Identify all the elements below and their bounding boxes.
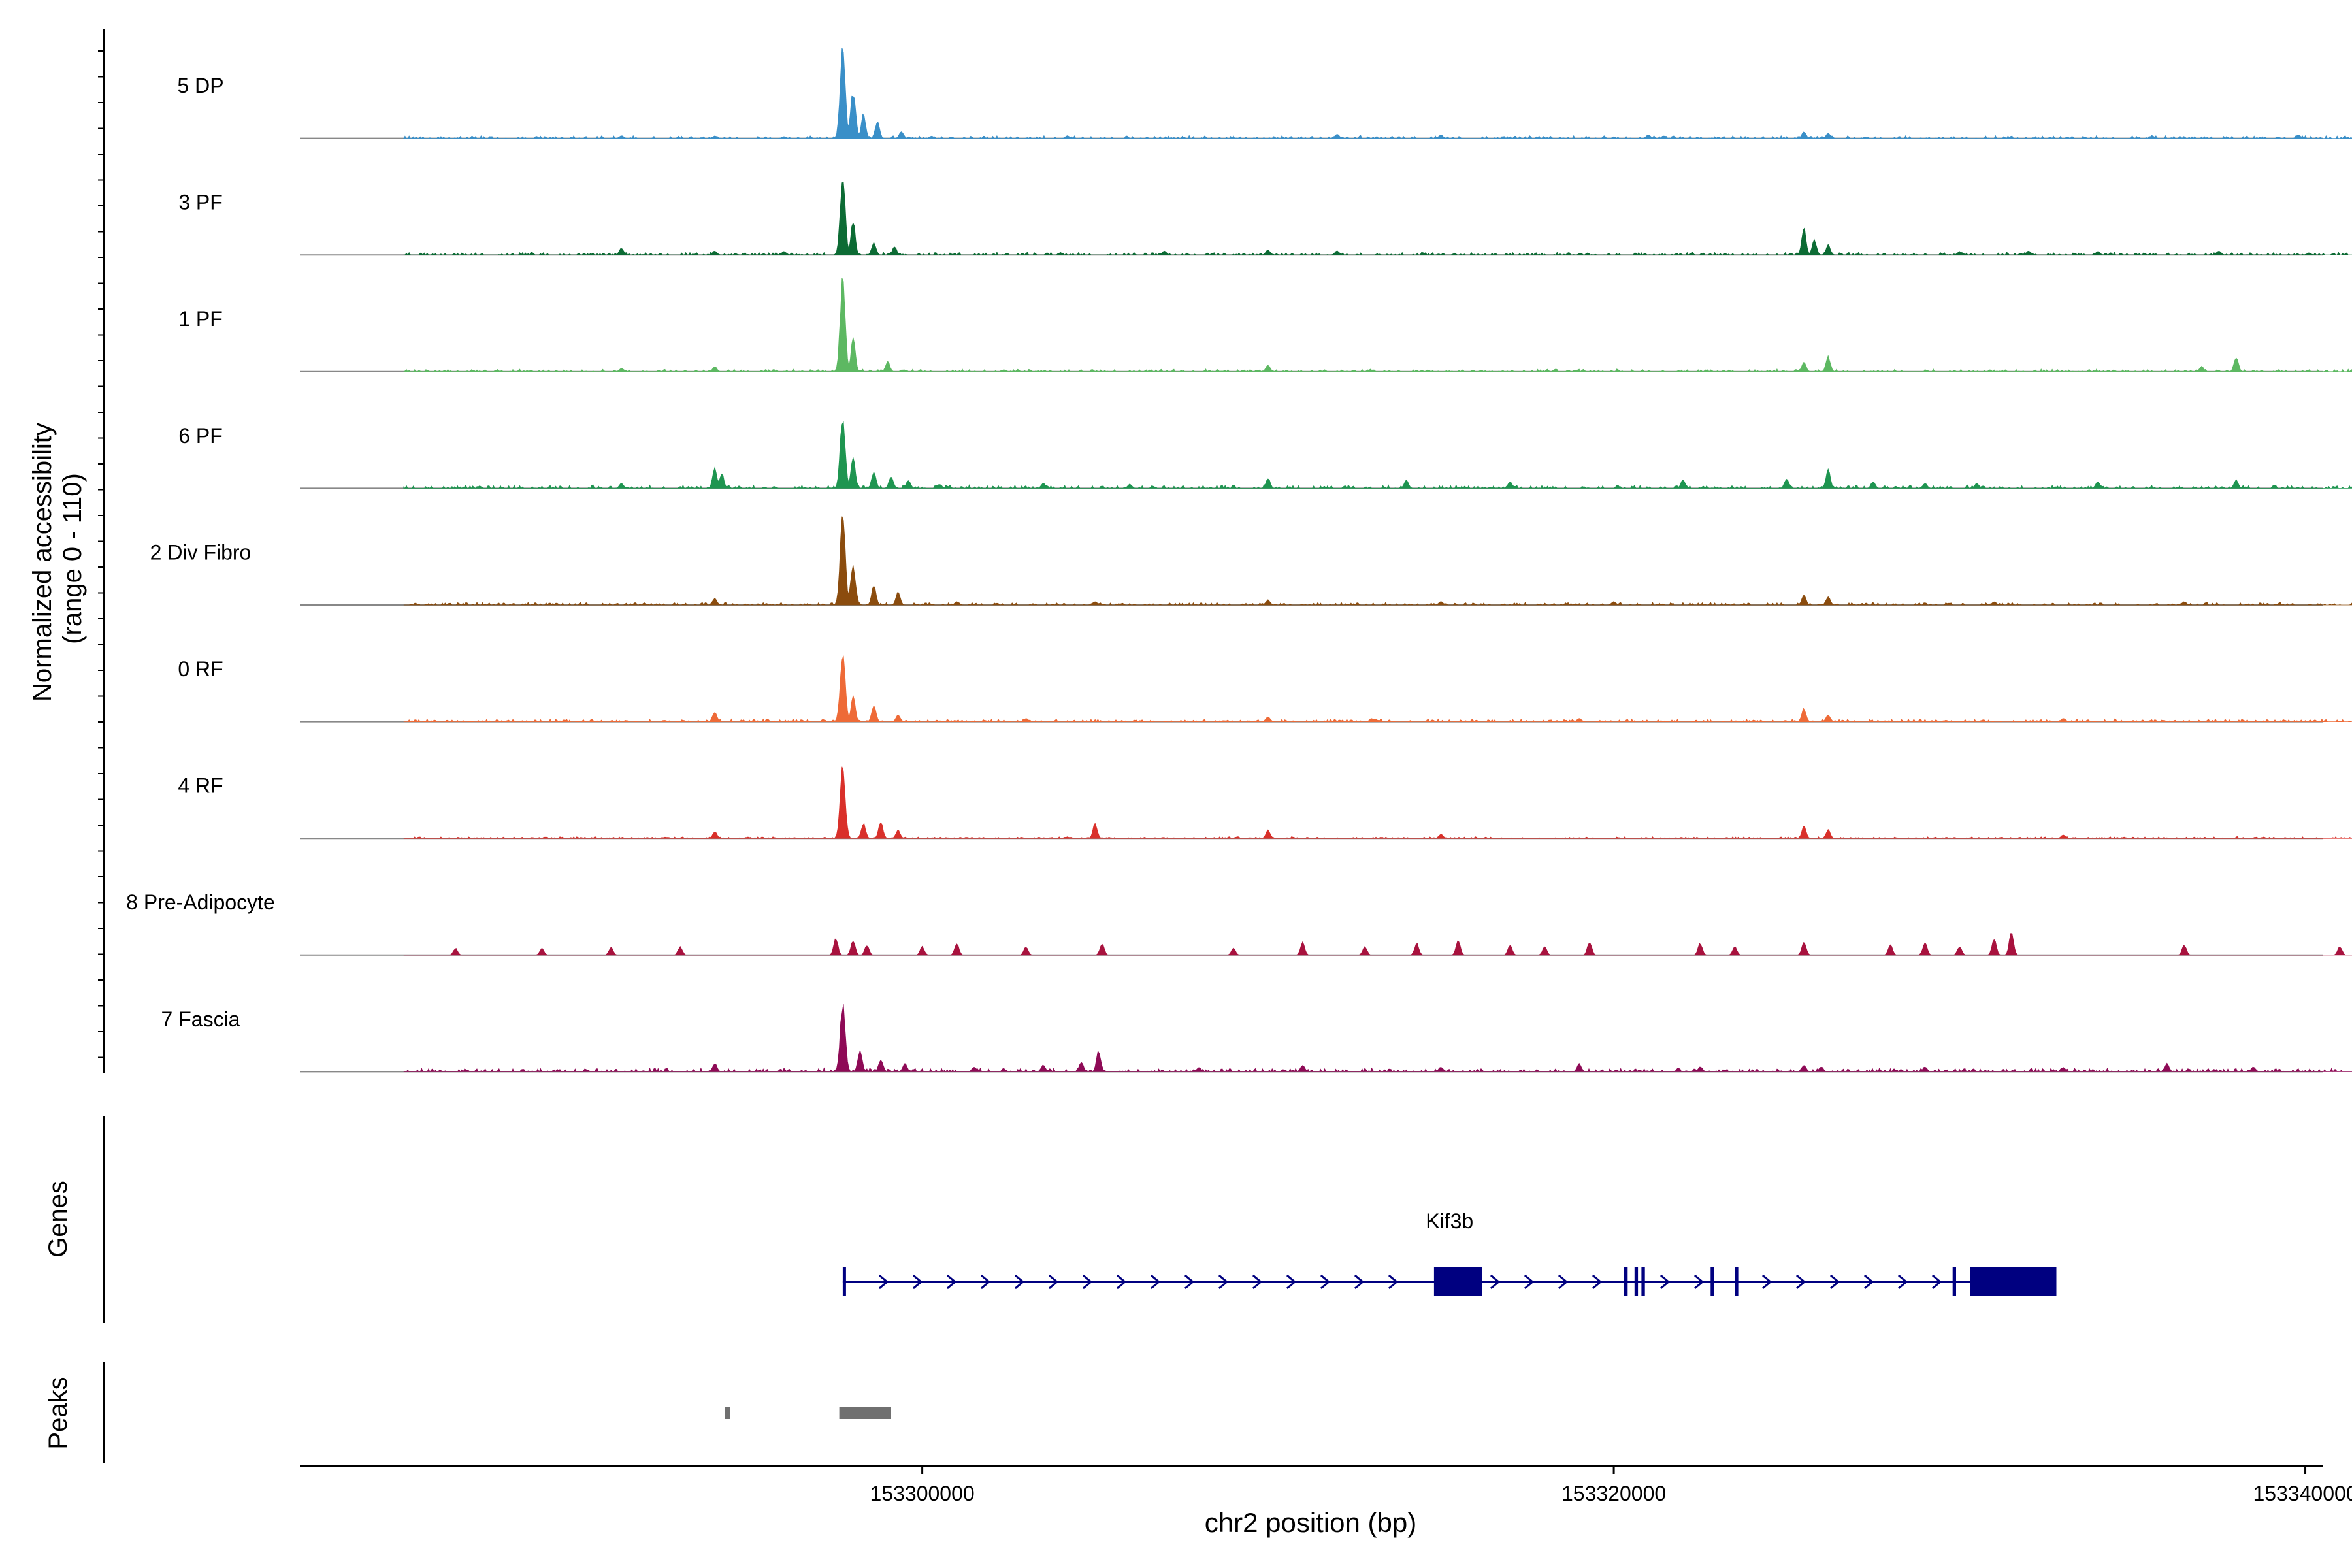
coverage-area	[403, 278, 2352, 372]
track-label: 1 PF	[178, 307, 223, 331]
genes-track-label: Genes	[44, 1181, 73, 1258]
strand-arrow	[1184, 1274, 1195, 1290]
strand-arrow	[1524, 1274, 1535, 1290]
track-5-dp: 5 DP	[177, 48, 2352, 139]
x-axis-title: chr2 position (bp)	[1205, 1507, 1417, 1538]
strand-arrow	[1795, 1274, 1806, 1290]
gene-exon	[1634, 1267, 1639, 1296]
track-1-pf: 1 PF	[178, 278, 2352, 372]
strand-arrow	[1014, 1274, 1025, 1290]
gene-exon	[1710, 1267, 1714, 1296]
peak-region	[839, 1407, 891, 1419]
track-label: 0 RF	[178, 657, 223, 681]
gene-exon	[1641, 1267, 1645, 1296]
strand-arrow	[1558, 1274, 1569, 1290]
strand-arrow	[1931, 1274, 1942, 1290]
coverage-area	[403, 933, 2352, 956]
peaks-panel: Peaks	[44, 1362, 891, 1463]
strand-arrow	[1320, 1274, 1331, 1290]
strand-arrow	[1286, 1274, 1297, 1290]
strand-arrow	[1116, 1274, 1127, 1290]
coverage-area	[403, 182, 2352, 255]
coverage-area	[403, 655, 2352, 723]
x-tick-label: 153320000	[1561, 1482, 1666, 1505]
peak-regions	[725, 1407, 891, 1419]
track-0-rf: 0 RF	[178, 655, 2352, 723]
gene-exon	[1735, 1267, 1739, 1296]
coverage-area	[403, 516, 2352, 606]
track-8-pre-adipocyte: 8 Pre-Adipocyte	[126, 890, 2352, 956]
strand-arrow	[1218, 1274, 1229, 1290]
x-axis: 153300000 153320000 153340000 chr2 positio…	[300, 1465, 2352, 1538]
gene-name-label: Kif3b	[1426, 1209, 1473, 1233]
gene-model-kif3b	[842, 1267, 2057, 1296]
gene-exon	[1970, 1267, 2057, 1296]
strand-arrow	[1863, 1274, 1874, 1290]
coverage-area	[403, 48, 2352, 139]
strand-arrow	[1082, 1274, 1093, 1290]
coverage-area	[403, 421, 2352, 489]
track-label: 3 PF	[178, 191, 223, 214]
strand-arrow	[1490, 1274, 1501, 1290]
strand-arrow	[1829, 1274, 1840, 1290]
strand-arrow	[1659, 1274, 1671, 1290]
strand-arrow	[912, 1274, 923, 1290]
peaks-track-label: Peaks	[44, 1377, 73, 1449]
strand-arrow	[980, 1274, 991, 1290]
track-label: 7 Fascia	[161, 1007, 240, 1031]
gene-exon	[1624, 1267, 1628, 1296]
y-axis-label: Normalized accessibility (range 0 - 110)	[28, 416, 87, 702]
coverage-area	[403, 766, 2352, 839]
strand-arrow	[1761, 1274, 1772, 1290]
track-3-pf: 3 PF	[178, 182, 2352, 256]
track-label: 6 PF	[178, 424, 223, 448]
strand-arrow	[1693, 1274, 1705, 1290]
y-axis-ticks	[98, 50, 104, 1058]
strand-arrow	[1150, 1274, 1161, 1290]
strand-arrow	[1388, 1274, 1399, 1290]
strand-arrow	[1354, 1274, 1365, 1290]
gene-exon	[1433, 1267, 1482, 1296]
strand-arrow	[1592, 1274, 1603, 1290]
peak-region	[725, 1407, 730, 1419]
strand-arrow	[1897, 1274, 1908, 1290]
strand-arrow	[946, 1274, 957, 1290]
track-7-fascia: 7 Fascia	[161, 1004, 2352, 1073]
strand-arrow	[1252, 1274, 1263, 1290]
x-tick-label: 153300000	[870, 1482, 975, 1505]
track-label: 8 Pre-Adipocyte	[126, 890, 275, 914]
gene-exon	[1952, 1267, 1956, 1296]
track-6-pf: 6 PF	[178, 421, 2352, 489]
track-label: 2 Div Fibro	[150, 540, 252, 564]
track-4-rf: 4 RF	[178, 766, 2352, 840]
genes-panel: Genes Kif3b	[44, 1116, 2057, 1323]
strand-arrow	[878, 1274, 889, 1290]
track-label: 4 RF	[178, 774, 223, 798]
coverage-tracks: 5 DP 3 PF 1 PF 6 PF 2 Div Fibro 0 RF 4 RF 8 Pre…	[126, 48, 2352, 1073]
gene-exon	[842, 1267, 846, 1296]
x-tick-label: 153340000	[2253, 1482, 2352, 1505]
track-label: 5 DP	[177, 74, 223, 97]
strand-arrow	[1048, 1274, 1059, 1290]
track-2-div-fibro: 2 Div Fibro	[150, 516, 2352, 606]
coverage-area	[403, 1004, 2352, 1073]
x-axis-ticks: 153300000 153320000 153340000	[870, 1466, 2352, 1505]
accessibility-y-axis	[98, 29, 105, 1073]
